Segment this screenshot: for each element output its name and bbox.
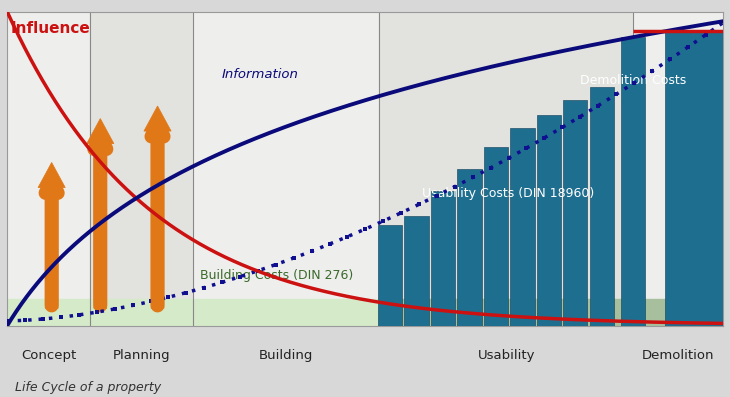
Text: Life Cycle of a property: Life Cycle of a property: [15, 381, 161, 394]
Bar: [510, 128, 534, 326]
Text: Building: Building: [259, 349, 313, 362]
Text: Building Costs (DIN 276): Building Costs (DIN 276): [201, 269, 354, 282]
FancyArrow shape: [87, 119, 114, 308]
Text: Usability: Usability: [477, 349, 535, 362]
Text: Influence: Influence: [11, 21, 91, 36]
Bar: [621, 37, 645, 326]
Bar: [634, 12, 723, 326]
Text: Information: Information: [222, 68, 299, 81]
Text: Concept: Concept: [21, 349, 76, 362]
Text: Usability Costs (DIN 18960): Usability Costs (DIN 18960): [422, 187, 594, 200]
Bar: [484, 147, 508, 326]
Bar: [380, 12, 634, 326]
Text: Demolition: Demolition: [642, 349, 714, 362]
Bar: [590, 87, 614, 326]
Bar: [537, 116, 561, 326]
Bar: [90, 12, 193, 326]
Bar: [378, 225, 402, 326]
Bar: [666, 31, 723, 326]
Text: Demolition Costs: Demolition Costs: [580, 74, 686, 87]
Text: Planning: Planning: [112, 349, 170, 362]
Bar: [7, 12, 90, 326]
Bar: [193, 12, 380, 326]
Bar: [682, 31, 706, 326]
Bar: [457, 169, 482, 326]
Bar: [431, 191, 455, 326]
FancyArrow shape: [38, 162, 65, 308]
Bar: [404, 216, 429, 326]
Bar: [563, 100, 588, 326]
FancyArrow shape: [144, 106, 171, 308]
